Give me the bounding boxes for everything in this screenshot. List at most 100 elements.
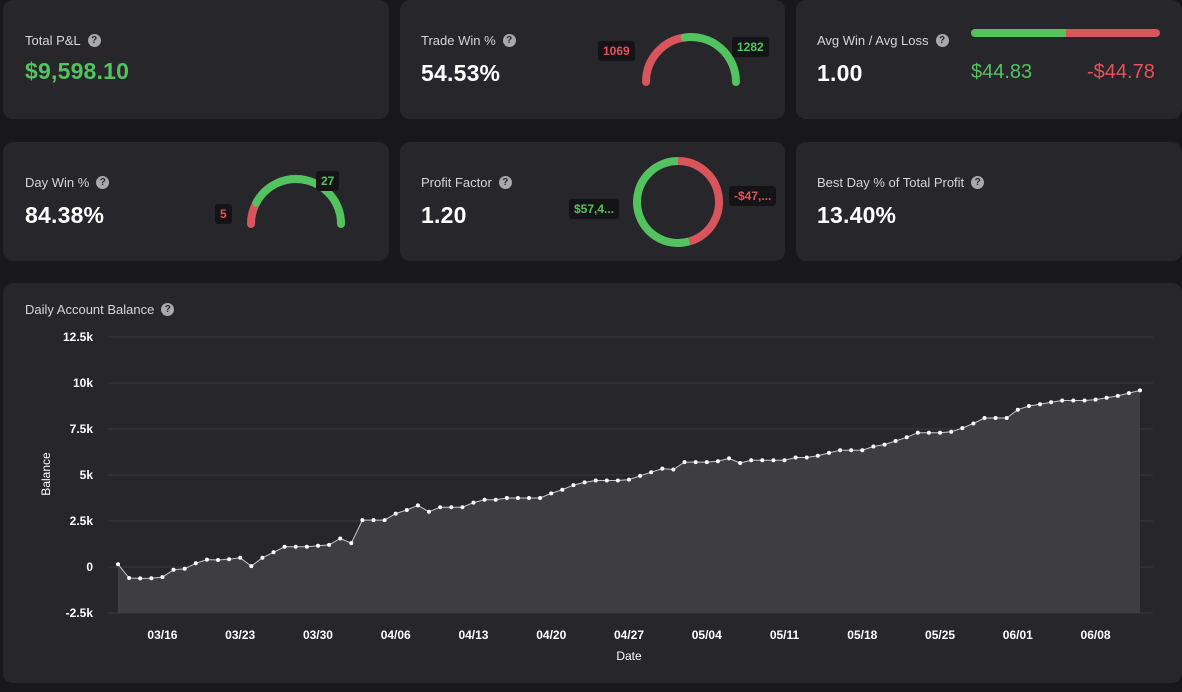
balance-point[interactable] bbox=[904, 435, 909, 440]
balance-point[interactable] bbox=[982, 416, 987, 420]
balance-point[interactable] bbox=[882, 442, 887, 447]
balance-point[interactable] bbox=[793, 455, 798, 460]
balance-point[interactable] bbox=[182, 566, 187, 571]
help-icon[interactable]: ? bbox=[502, 34, 516, 47]
help-icon[interactable]: ? bbox=[935, 34, 949, 47]
balance-point[interactable] bbox=[515, 496, 520, 500]
balance-point[interactable] bbox=[404, 508, 409, 512]
balance-point[interactable] bbox=[293, 544, 298, 549]
balance-point[interactable] bbox=[649, 470, 654, 475]
balance-point[interactable] bbox=[1093, 397, 1098, 402]
balance-point[interactable] bbox=[282, 544, 287, 549]
balance-point[interactable] bbox=[771, 458, 776, 463]
balance-point[interactable] bbox=[493, 497, 498, 502]
balance-point[interactable] bbox=[938, 430, 942, 435]
balance-point[interactable] bbox=[238, 555, 243, 560]
balance-point[interactable] bbox=[560, 487, 565, 492]
balance-point[interactable] bbox=[571, 483, 576, 488]
balance-point[interactable] bbox=[615, 478, 620, 483]
balance-point[interactable] bbox=[1071, 398, 1076, 403]
balance-point[interactable] bbox=[1038, 402, 1042, 407]
help-icon[interactable]: ? bbox=[96, 176, 110, 189]
balance-point[interactable] bbox=[371, 518, 376, 523]
balance-point[interactable] bbox=[960, 426, 965, 431]
balance-point[interactable] bbox=[1049, 400, 1054, 405]
balance-point[interactable] bbox=[160, 575, 165, 580]
balance-point[interactable] bbox=[704, 460, 709, 465]
balance-point[interactable] bbox=[1015, 407, 1020, 412]
help-icon[interactable]: ? bbox=[161, 303, 175, 316]
balance-point[interactable] bbox=[527, 496, 531, 500]
balance-point[interactable] bbox=[993, 416, 998, 420]
balance-point[interactable] bbox=[1115, 393, 1120, 398]
balance-point[interactable] bbox=[304, 544, 309, 549]
balance-point[interactable] bbox=[149, 576, 154, 581]
balance-point[interactable] bbox=[249, 564, 254, 569]
balance-point[interactable] bbox=[827, 450, 831, 455]
balance-point[interactable] bbox=[271, 550, 276, 555]
balance-point[interactable] bbox=[660, 466, 665, 471]
balance-point[interactable] bbox=[171, 567, 176, 572]
balance-point[interactable] bbox=[227, 557, 232, 562]
balance-point[interactable] bbox=[1026, 404, 1031, 408]
balance-point[interactable] bbox=[415, 503, 420, 508]
balance-point[interactable] bbox=[393, 511, 398, 516]
balance-point[interactable] bbox=[838, 448, 843, 453]
balance-point[interactable] bbox=[127, 576, 132, 580]
balance-point[interactable] bbox=[693, 460, 698, 465]
balance-point[interactable] bbox=[116, 562, 120, 567]
balance-point[interactable] bbox=[438, 505, 443, 510]
balance-point[interactable] bbox=[915, 430, 920, 435]
balance-point[interactable] bbox=[627, 477, 631, 482]
balance-point[interactable] bbox=[738, 461, 743, 465]
balance-point[interactable] bbox=[1060, 398, 1065, 403]
balance-point[interactable] bbox=[549, 491, 554, 496]
balance-point[interactable] bbox=[815, 453, 820, 458]
balance-point[interactable] bbox=[260, 555, 265, 560]
balance-point[interactable] bbox=[460, 505, 465, 510]
balance-point[interactable] bbox=[971, 421, 976, 426]
balance-point[interactable] bbox=[715, 459, 720, 464]
balance-point[interactable] bbox=[1126, 391, 1131, 396]
balance-point[interactable] bbox=[360, 518, 365, 523]
balance-point[interactable] bbox=[382, 518, 387, 523]
balance-point[interactable] bbox=[604, 478, 609, 483]
balance-point[interactable] bbox=[638, 473, 643, 478]
balance-point[interactable] bbox=[1104, 395, 1109, 400]
balance-point[interactable] bbox=[760, 458, 765, 463]
balance-point[interactable] bbox=[204, 557, 209, 562]
balance-point[interactable] bbox=[804, 455, 809, 460]
balance-point[interactable] bbox=[482, 497, 487, 502]
help-icon[interactable]: ? bbox=[498, 176, 512, 189]
balance-point[interactable] bbox=[538, 496, 543, 500]
balance-point[interactable] bbox=[327, 542, 332, 547]
balance-point[interactable] bbox=[216, 558, 220, 562]
balance-point[interactable] bbox=[893, 439, 898, 443]
balance-point[interactable] bbox=[926, 430, 931, 435]
balance-point[interactable] bbox=[849, 448, 854, 453]
help-icon[interactable]: ? bbox=[87, 34, 101, 47]
balance-point[interactable] bbox=[871, 444, 876, 449]
balance-point[interactable] bbox=[471, 500, 476, 505]
balance-point[interactable] bbox=[1082, 398, 1087, 403]
balance-point[interactable] bbox=[138, 576, 143, 581]
balance-point[interactable] bbox=[449, 505, 454, 510]
balance-point[interactable] bbox=[427, 509, 431, 514]
balance-point[interactable] bbox=[749, 458, 754, 463]
balance-point[interactable] bbox=[338, 536, 343, 541]
balance-point[interactable] bbox=[1004, 416, 1009, 420]
balance-point[interactable] bbox=[727, 456, 731, 461]
balance-point[interactable] bbox=[1138, 388, 1142, 393]
balance-point[interactable] bbox=[349, 541, 354, 546]
balance-point[interactable] bbox=[316, 543, 320, 548]
balance-point[interactable] bbox=[671, 467, 676, 472]
balance-point[interactable] bbox=[860, 448, 865, 453]
balance-point[interactable] bbox=[593, 478, 598, 483]
balance-point[interactable] bbox=[193, 561, 198, 566]
balance-point[interactable] bbox=[782, 458, 787, 463]
balance-point[interactable] bbox=[504, 496, 509, 500]
balance-point[interactable] bbox=[949, 429, 954, 434]
help-icon[interactable]: ? bbox=[971, 176, 985, 189]
balance-point[interactable] bbox=[682, 460, 687, 465]
balance-point[interactable] bbox=[582, 480, 587, 485]
